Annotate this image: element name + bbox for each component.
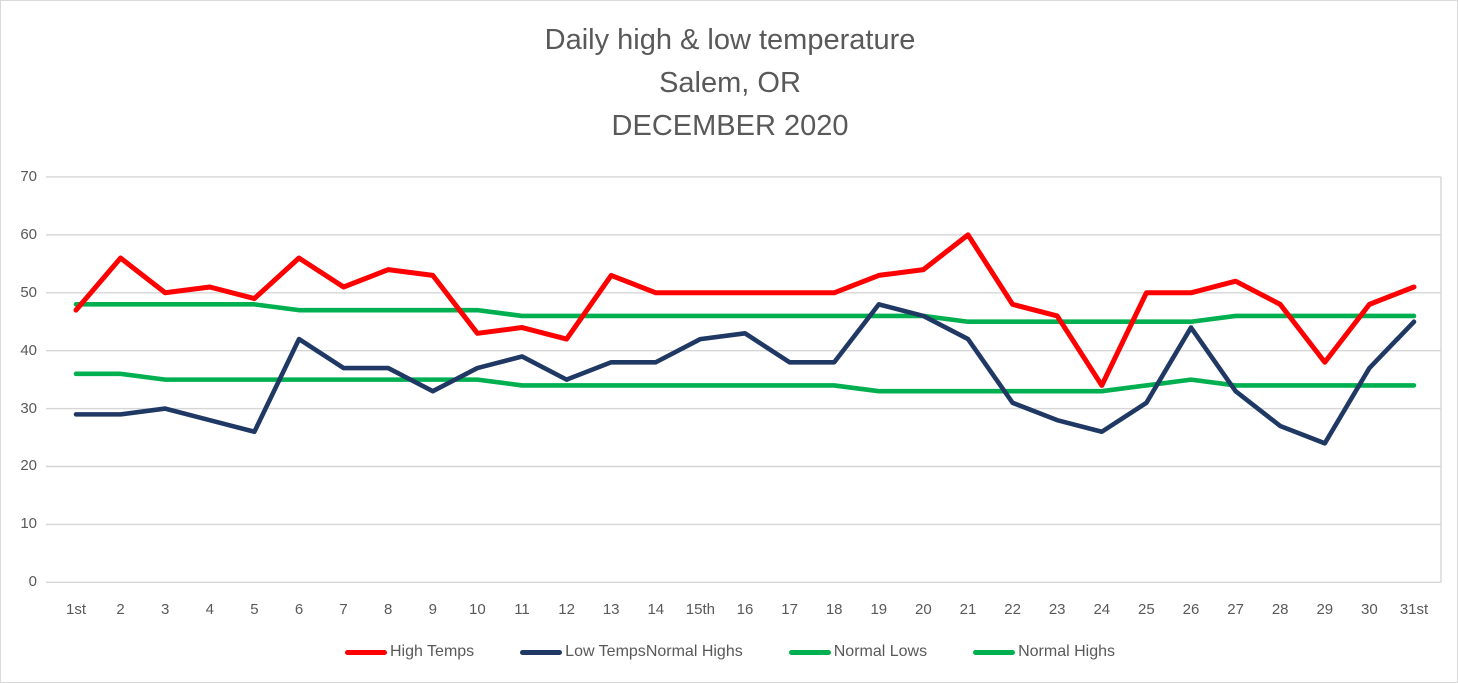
x-axis-tick-label: 4 — [205, 601, 214, 618]
x-axis-tick-label: 29 — [1316, 601, 1334, 618]
x-axis-tick-label: 17 — [781, 601, 798, 618]
x-axis-tick-label: 31st — [1399, 601, 1429, 618]
legend-item: Normal Highs — [973, 643, 1115, 661]
x-axis-tick-label: 26 — [1182, 601, 1200, 618]
legend-swatch-icon — [520, 649, 563, 655]
x-axis-tick-label: 25 — [1138, 601, 1155, 618]
x-axis-tick-label: 11 — [514, 601, 530, 618]
series-line-normal-highs — [73, 302, 1417, 325]
legend-item: Low Temps — [520, 643, 646, 661]
legend-label: Normal Lows — [833, 643, 928, 660]
y-axis-tick-label: 10 — [20, 515, 37, 533]
x-axis-tick-label: 14 — [647, 601, 665, 618]
y-axis-tick-label: 20 — [20, 457, 37, 475]
series-line-low-temps — [73, 302, 1417, 446]
chart-title: Daily high & low temperature Salem, OR D… — [1, 19, 1457, 148]
legend: High Temps Low Temps Normal Highs Normal Lo… — [1, 639, 1457, 665]
x-axis-tick-label: 13 — [602, 601, 620, 618]
legend-label: Normal Highs — [645, 643, 743, 660]
x-axis-tick-label: 8 — [384, 601, 393, 618]
chart-title-line-1: Daily high & low temperature — [544, 24, 916, 56]
y-axis-tick-label: 60 — [20, 225, 37, 243]
x-axis-tick-label: 3 — [161, 601, 170, 618]
y-axis-tick-label: 70 — [20, 167, 37, 185]
x-axis-tick-label: 7 — [339, 601, 348, 618]
x-axis-tick-label: 5 — [250, 601, 259, 618]
x-axis-tick-label: 9 — [428, 601, 437, 618]
y-axis-tick-label: 50 — [20, 283, 37, 301]
x-axis-tick-label: 28 — [1271, 601, 1289, 618]
x-axis-tick-label: 23 — [1048, 601, 1066, 618]
x-axis-tick-label: 22 — [1004, 601, 1021, 618]
legend-item: High Temps — [344, 643, 475, 661]
legend-swatch-icon — [344, 649, 387, 655]
x-axis-tick-label: 2 — [116, 601, 125, 618]
x-axis-tick-label: 10 — [469, 601, 486, 618]
x-axis-tick-label: 27 — [1227, 601, 1244, 618]
series-line-high-temps — [73, 232, 1417, 388]
x-axis-tick-label: 24 — [1093, 601, 1111, 618]
y-axis-tick-label: 0 — [28, 573, 37, 591]
x-axis-tick-label: 21 — [959, 601, 977, 618]
y-axis-tick-label: 40 — [20, 341, 37, 359]
legend-label: Normal Highs — [1018, 643, 1116, 660]
x-axis-tick-label: 16 — [736, 601, 754, 618]
x-axis-tick-label: 18 — [825, 601, 843, 618]
x-axis-tick-label: 30 — [1361, 601, 1378, 618]
chart-title-line-2: Salem, OR — [659, 67, 801, 99]
x-axis-tick-label: 6 — [294, 601, 304, 618]
legend-item: Normal Lows — [788, 643, 928, 661]
chart-title-line-3: DECEMBER 2020 — [611, 110, 849, 142]
x-axis-tick-label: 12 — [558, 601, 575, 618]
legend-swatch-icon — [973, 649, 1016, 655]
x-axis-tick-label: 1st — [65, 601, 86, 618]
legend-label: High Temps — [389, 643, 475, 660]
y-axis-tick-label: 30 — [20, 399, 37, 417]
x-axis-tick-label: 15th — [685, 601, 715, 618]
x-axis-tick-label: 20 — [915, 601, 932, 618]
x-axis-tick-label: 19 — [870, 601, 888, 618]
legend-item: Normal Highs — [646, 643, 743, 661]
series-line-normal-lows — [73, 371, 1417, 394]
legend-label: Low Temps — [565, 643, 646, 660]
legend-swatch-icon — [788, 649, 831, 655]
